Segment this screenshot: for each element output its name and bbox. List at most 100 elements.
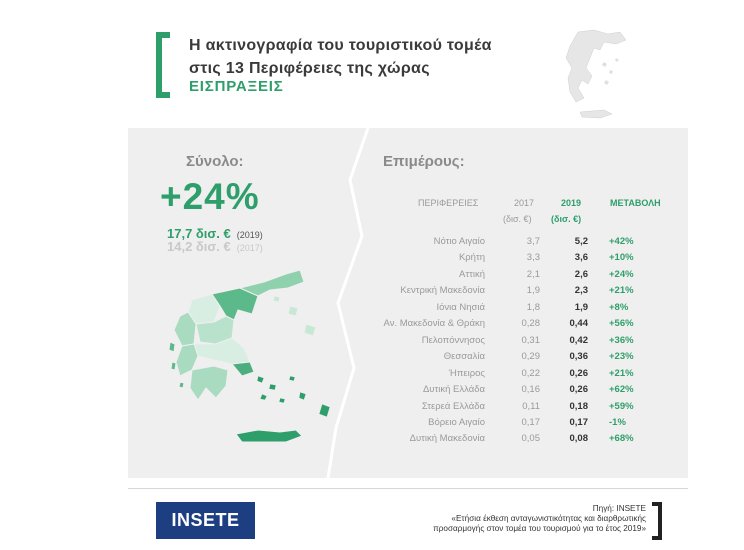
cell-change: -1%: [609, 416, 626, 428]
cell-change: +36%: [609, 334, 634, 346]
table-row: Αττική 2,1 2,6 +24%: [360, 269, 680, 285]
cell-change: +21%: [609, 285, 634, 297]
cell-2019: 0,17: [569, 416, 589, 428]
cell-2017: 1,8: [526, 301, 540, 313]
cell-change: +8%: [609, 301, 629, 313]
cell-region: Κρήτη: [458, 252, 485, 264]
cell-region: Βόρειο Αιγαίο: [428, 416, 485, 428]
cell-region: Ιόνια Νησιά: [436, 301, 485, 313]
cell-2019: 3,6: [574, 252, 588, 264]
region-north-aegean: [272, 295, 317, 337]
cell-2017: 0,16: [521, 384, 541, 396]
amount-2019: 17,7 δισ. € (2019): [167, 226, 263, 241]
cell-region: Αττική: [459, 268, 485, 280]
cell-2019: 0,08: [569, 433, 589, 445]
logo-text: INSETE: [171, 510, 240, 530]
col-header-change: ΜΕΤΑΒΟΛΗ: [610, 198, 661, 208]
cell-2019: 0,42: [569, 334, 589, 346]
cell-change: +24%: [609, 268, 634, 280]
source-line-3: προσαρμογής στον τομέα του τουρισμού για…: [433, 524, 646, 533]
cell-change: +56%: [609, 318, 634, 330]
cell-change: +10%: [609, 252, 634, 264]
cell-2019: 2,3: [574, 285, 588, 297]
insete-logo: INSETE: [156, 502, 255, 539]
table-row: Κεντρική Μακεδονία 1,9 2,3 +21%: [360, 285, 680, 301]
cell-2019: 0,26: [569, 384, 589, 396]
amount-2017-value: 14,2 δισ. €: [167, 239, 231, 254]
cell-change: +21%: [609, 367, 634, 379]
cell-change: +68%: [609, 433, 634, 445]
source-bracket: [652, 502, 662, 540]
amount-2017: 14,2 δισ. € (2017): [167, 239, 263, 254]
col-header-2017: 2017: [514, 198, 535, 208]
cell-region: Θεσσαλία: [443, 351, 485, 363]
table-row: Βόρειο Αιγαίο 0,17 0,17 -1%: [360, 417, 680, 433]
table-row: Νότιο Αιγαίο 3,7 5,2 +42%: [360, 236, 680, 252]
cell-change: +23%: [609, 351, 634, 363]
cell-2017: 0,22: [521, 367, 541, 379]
table-row: Στερεά Ελλάδα 0,11 0,18 +59%: [360, 401, 680, 417]
table-row: Θεσσαλία 0,29 0,36 +23%: [360, 351, 680, 367]
page-subtitle: ΕΙΣΠΡΑΞΕΙΣ: [189, 78, 284, 95]
cell-2017: 0,11: [522, 400, 540, 412]
total-label: Σύνολο:: [186, 153, 244, 170]
amount-2019-value: 17,7 δισ. €: [167, 226, 231, 241]
col-header-region: ΠΕΡΙΦΕΡΕΙΕΣ: [418, 198, 479, 208]
footer-divider: [128, 488, 688, 489]
region-thessaly: [195, 315, 235, 345]
region-south-aegean: [256, 375, 331, 418]
cell-change: +62%: [609, 384, 634, 396]
table-row: Αν. Μακεδονία & Θράκη 0,28 0,44 +56%: [360, 318, 680, 334]
cell-2019: 1,9: [574, 301, 588, 313]
total-change: +24%: [160, 176, 260, 217]
cell-region: Νότιο Αιγαίο: [433, 236, 485, 247]
source-note: Πηγή: INSETE «Ετήσια έκθεση ανταγωνιστικ…: [346, 504, 646, 534]
cell-change: +42%: [609, 236, 634, 247]
region-crete: [235, 429, 303, 443]
header-bracket: [156, 32, 170, 98]
cell-region: Ήπειρος: [448, 367, 485, 379]
cell-2017: 0,28: [521, 318, 541, 330]
col-unit-2019: (δισ. €): [551, 214, 582, 224]
cell-2019: 2,6: [574, 268, 588, 280]
region-east-macedonia-thrace: [238, 269, 305, 297]
table-row: Δυτική Ελλάδα 0,16 0,26 +62%: [360, 384, 680, 400]
table-row: Δυτική Μακεδονία 0,05 0,08 +68%: [360, 433, 680, 449]
cell-2017: 1,9: [526, 285, 540, 297]
source-line-2: «Ετήσια έκθεση ανταγωνιστικότητας και δι…: [451, 514, 646, 523]
source-line-1: Πηγή: INSETE: [592, 504, 646, 513]
amount-2017-year: (2017): [236, 243, 263, 253]
table-row: Ήπειρος 0,22 0,26 +21%: [360, 368, 680, 384]
region-peloponnese: [189, 365, 229, 401]
cell-region: Δυτική Μακεδονία: [409, 433, 485, 445]
col-header-2019: 2019: [561, 198, 582, 208]
cell-2019: 0,36: [569, 351, 589, 363]
table-row: Πελοπόννησος 0,31 0,42 +36%: [360, 335, 680, 351]
col-unit-2017: (δισ. €): [503, 214, 532, 224]
cell-2019: 5,2: [574, 236, 588, 247]
cell-2017: 0,31: [521, 334, 541, 346]
amount-2019-year: (2019): [236, 230, 263, 240]
region-ionian-islands: [168, 341, 185, 389]
cell-2017: 2,1: [526, 268, 540, 280]
panel-divider: [326, 128, 370, 478]
cell-change: +59%: [609, 400, 634, 412]
cell-region: Δυτική Ελλάδα: [422, 384, 485, 396]
page-title: Η ακτινογραφία του τουριστικού τομέα στι…: [189, 34, 492, 80]
cell-2017: 3,7: [526, 236, 540, 247]
cell-region: Στερεά Ελλάδα: [421, 400, 485, 412]
greece-outline-icon: [565, 29, 627, 119]
cell-2017: 0,05: [521, 433, 541, 445]
details-label: Επιμέρους:: [383, 153, 465, 170]
title-line-2: στις 13 Περιφέρειες της χώρας: [189, 60, 430, 77]
table-row: Κρήτη 3,3 3,6 +10%: [360, 252, 680, 268]
cell-2019: 0,44: [569, 318, 589, 330]
cell-2019: 0,18: [569, 400, 589, 412]
table-row: Ιόνια Νησιά 1,8 1,9 +8%: [360, 302, 680, 318]
region-attica: [231, 361, 255, 377]
cell-region: Πελοπόννησος: [421, 334, 485, 346]
title-line-1: Η ακτινογραφία του τουριστικού τομέα: [189, 37, 492, 54]
greece-regions-map: [168, 269, 331, 443]
cell-2017: 0,17: [521, 416, 541, 428]
cell-2019: 0,26: [569, 367, 589, 379]
